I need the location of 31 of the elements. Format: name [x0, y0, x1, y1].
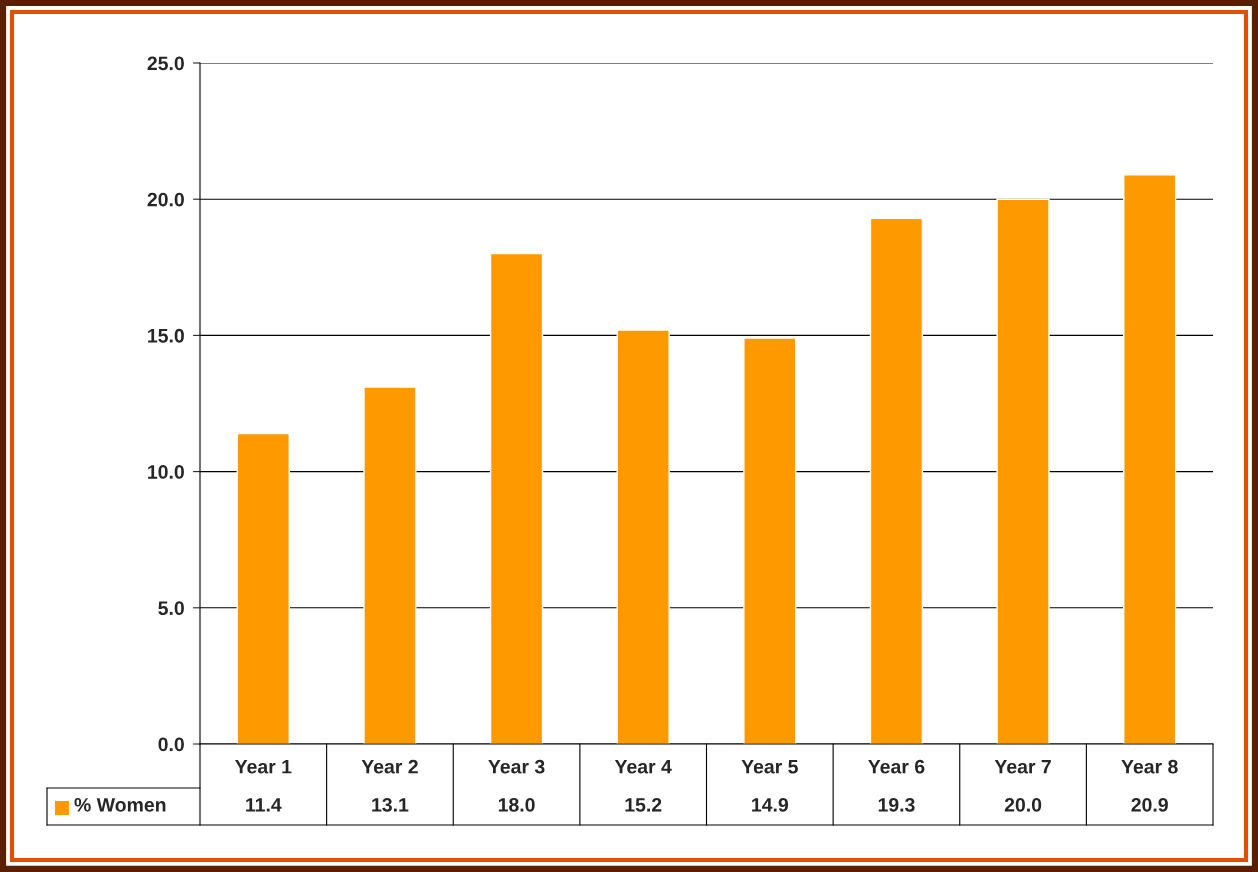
text: 11.4 — [246, 798, 282, 812]
bar — [869, 217, 924, 744]
x-tick-label: Year 6 — [868, 759, 925, 774]
x-tick-label: Year 7 — [994, 759, 1051, 774]
y-tick-label: 25.0 — [147, 56, 184, 71]
x-tick-label: Year 1 — [234, 759, 292, 774]
bar — [236, 432, 290, 744]
y-tick-label: 5.0 — [158, 601, 184, 616]
text: 20.0 — [1004, 797, 1042, 812]
x-tick-label: Year 5 — [741, 759, 798, 774]
text: 18.0 — [498, 797, 535, 812]
bar — [743, 337, 797, 744]
bar — [996, 198, 1050, 744]
x-tick-label: Year 8 — [1121, 759, 1178, 774]
text: 14.9 — [752, 797, 789, 812]
y-tick-label: 20.0 — [147, 192, 184, 207]
bar — [363, 386, 417, 744]
bar — [489, 252, 544, 744]
x-tick-label: Year 3 — [488, 759, 545, 774]
y-tick-label: 10.0 — [148, 465, 184, 479]
legend-label: % Women — [74, 798, 166, 812]
text: 15.2 — [625, 797, 662, 812]
text: 19.3 — [878, 797, 915, 812]
y-tick-label: 15.0 — [148, 328, 184, 343]
text: 13.1 — [372, 797, 409, 812]
bar — [1123, 173, 1177, 744]
x-tick-label: Year 4 — [614, 759, 672, 774]
y-tick-label: 0.0 — [158, 737, 184, 752]
bar — [616, 329, 670, 744]
text: 20.9 — [1131, 797, 1168, 812]
x-tick-label: Year 2 — [361, 759, 418, 774]
